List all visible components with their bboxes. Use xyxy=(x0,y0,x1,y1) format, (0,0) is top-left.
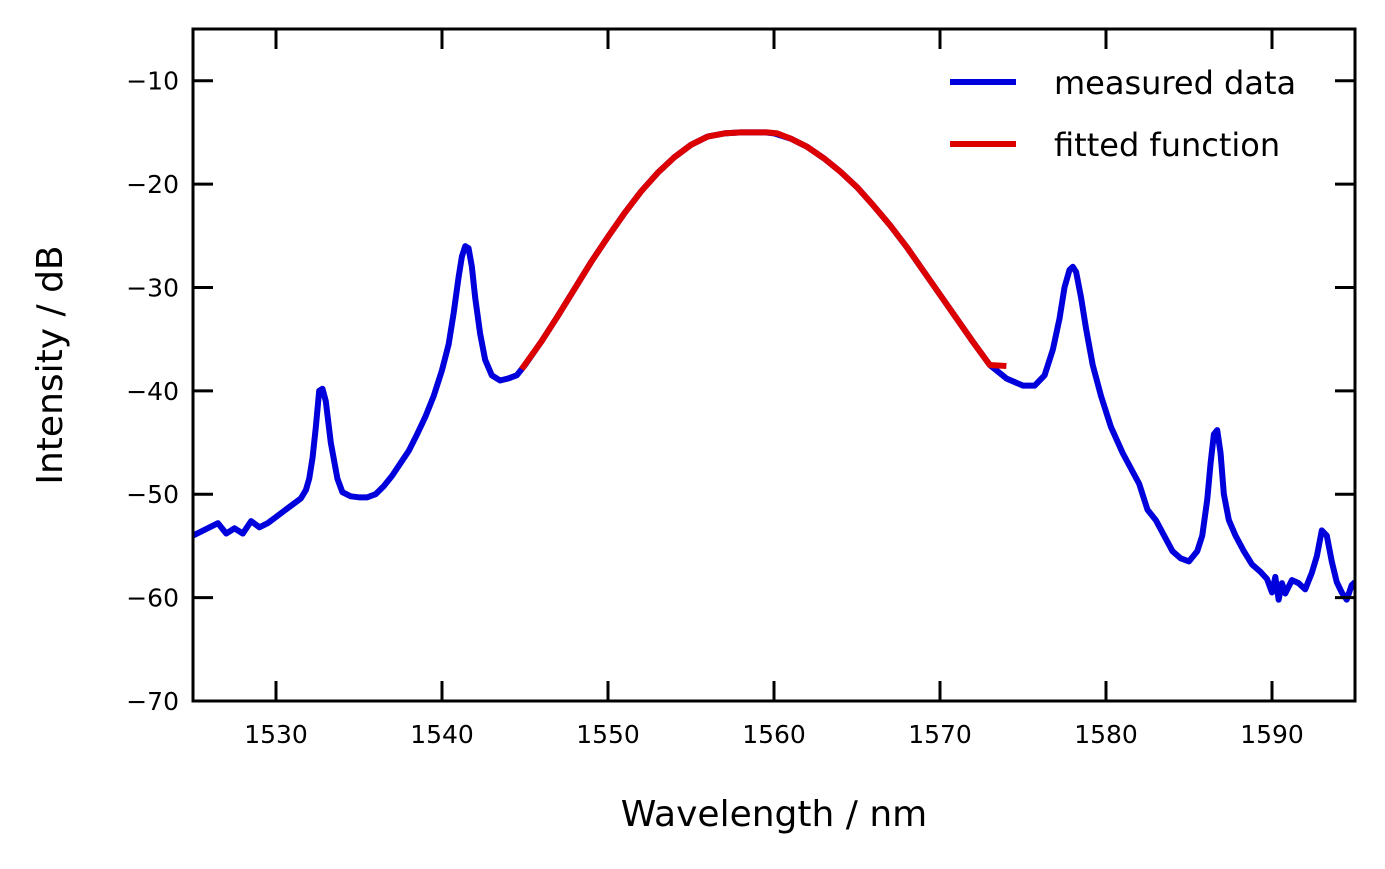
series-line-fitted-function xyxy=(519,129,1007,371)
ticks-layer xyxy=(193,29,1355,703)
y-tick-label: −20 xyxy=(126,170,179,199)
tick-labels-layer: 1530 1540 1550 1560 1570 1580 1590 −70 −60 −50 −40… xyxy=(126,67,1304,749)
x-axis-label: Wavelength / nm xyxy=(621,794,927,835)
x-tick-label: 1540 xyxy=(410,720,474,749)
y-tick-label: −70 xyxy=(126,687,179,716)
x-tick-label: 1560 xyxy=(742,720,806,749)
y-axis-label: Intensity / dB xyxy=(30,245,71,484)
x-tick-label: 1590 xyxy=(1240,720,1304,749)
legend-label-measured-data: measured data xyxy=(1054,64,1296,102)
series-line-measured-data xyxy=(193,129,1355,603)
x-tick-label: 1580 xyxy=(1074,720,1138,749)
y-tick-label: −60 xyxy=(126,584,179,613)
y-tick-label: −40 xyxy=(126,377,179,406)
x-tick-label: 1570 xyxy=(908,720,972,749)
x-tick-label: 1530 xyxy=(244,720,308,749)
legend-label-fitted-function: fitted function xyxy=(1054,126,1280,164)
y-tick-label: −50 xyxy=(126,480,179,509)
y-tick-label: −30 xyxy=(126,273,179,302)
series-layer xyxy=(193,129,1355,603)
y-tick-label: −10 xyxy=(126,67,179,96)
legend: measured data fitted function xyxy=(950,64,1296,164)
x-tick-label: 1550 xyxy=(576,720,640,749)
